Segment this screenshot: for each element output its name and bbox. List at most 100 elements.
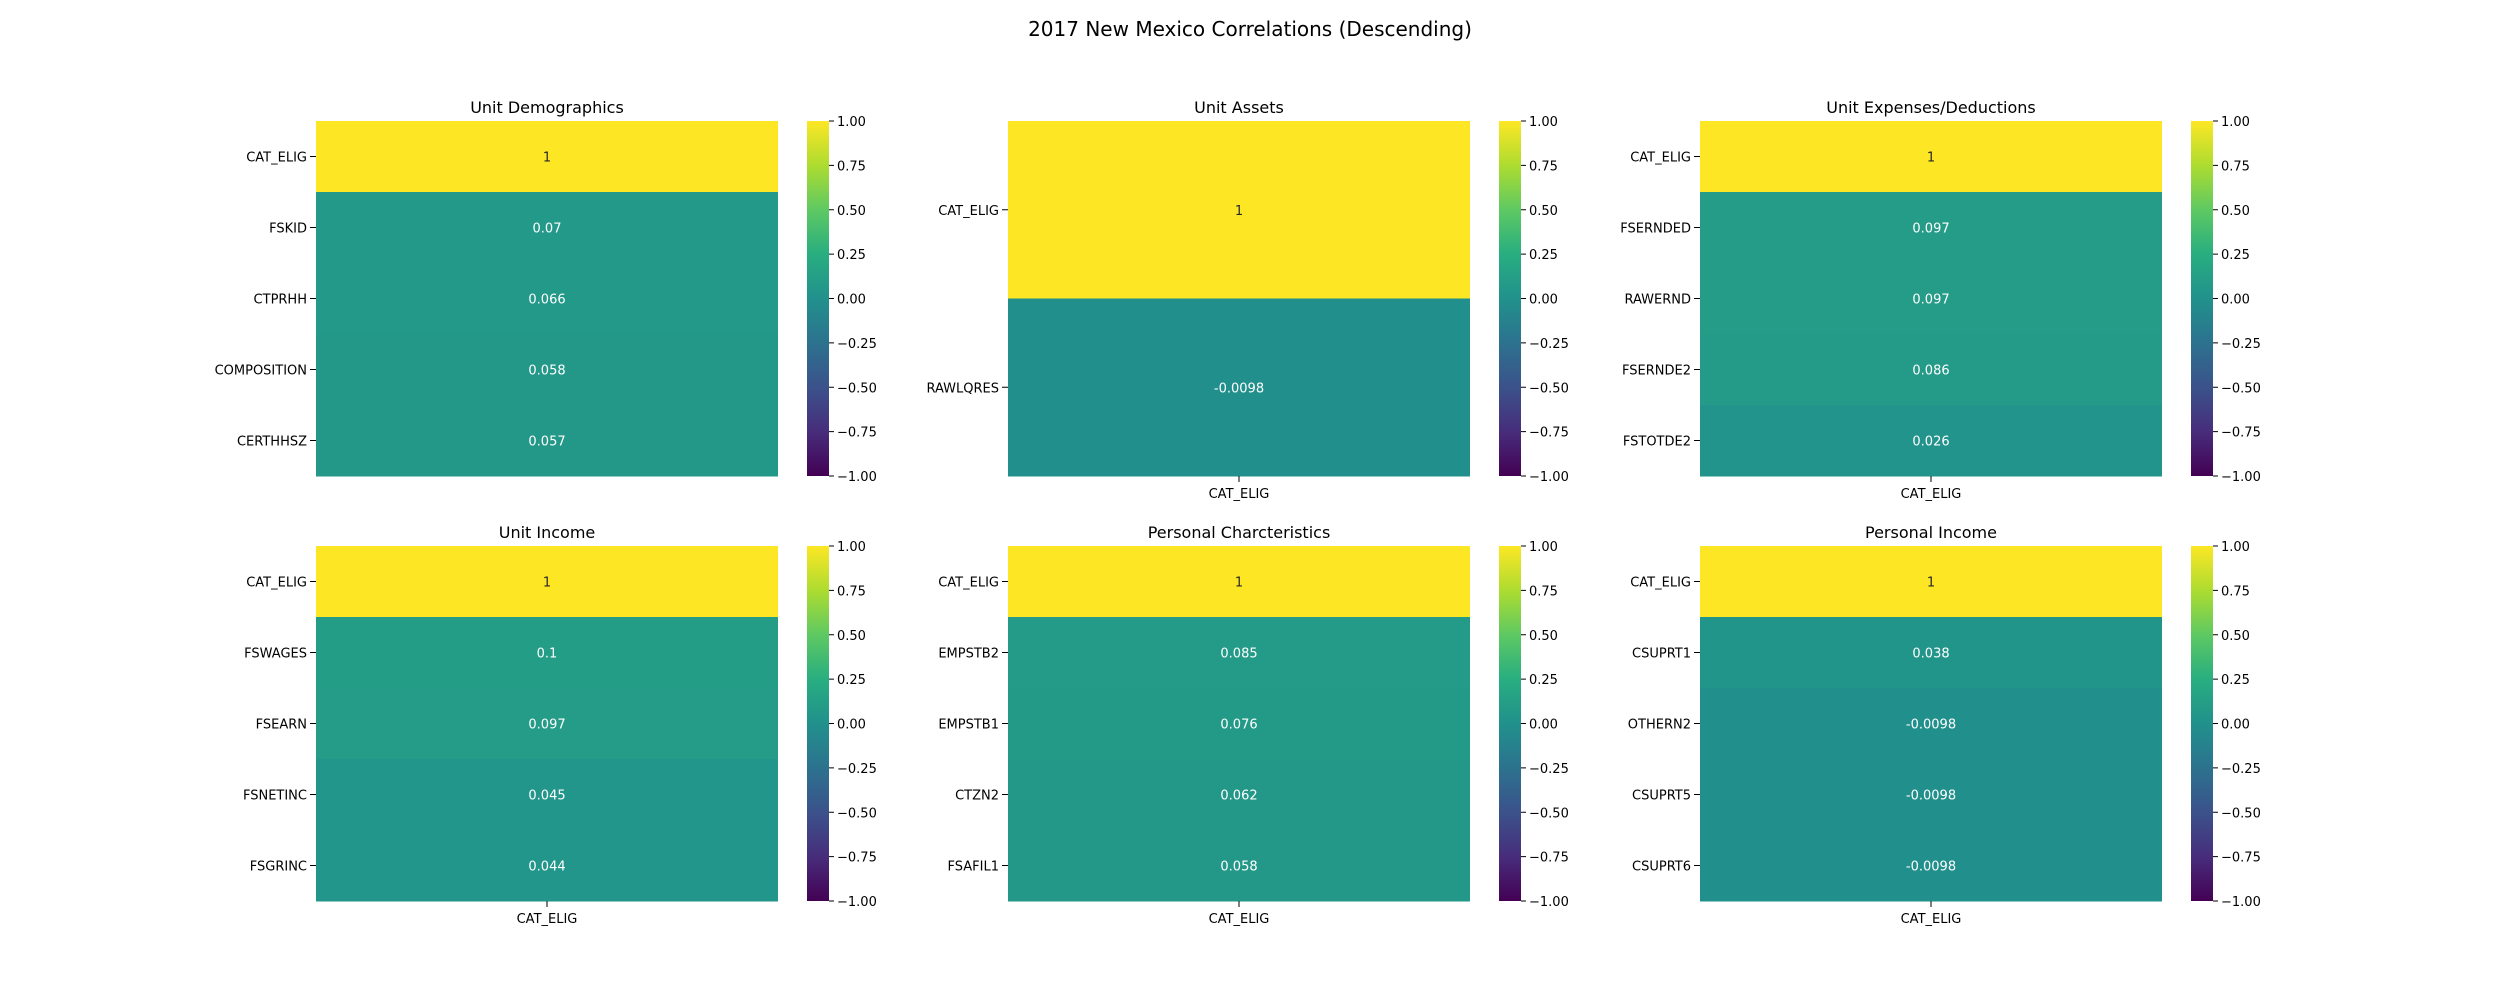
colorbar-tick-label: 0.00 [1529, 718, 1558, 733]
cell-value-label: 0.085 [1220, 647, 1257, 662]
row-tick-label: CSUPRT5 [1632, 789, 1691, 804]
colorbar-tick-label: −0.25 [837, 337, 877, 352]
heatmap-cell-fsnetinc [316, 759, 778, 831]
heatmap-cell-cat-elig [1700, 121, 2162, 193]
row-tick-label: CTPRHH [254, 293, 307, 308]
heatmap-cell-fsearn [316, 688, 778, 760]
heatmap-cell-othern2 [1700, 688, 2162, 760]
panel-unit-income: Unit Income 1 CAT_ELIG 0.1 FSWAGES 0.097 FSEAR… [243, 523, 877, 927]
row-tick-label: CAT_ELIG [1630, 576, 1691, 591]
heatmap-cell-certhhsz [316, 405, 778, 477]
colorbar-tick-label: 0.25 [837, 673, 866, 688]
cell-value-label: 0.062 [1220, 789, 1257, 804]
column-tick-label: CAT_ELIG [1209, 487, 1270, 502]
colorbar-tick-label: 0.00 [1529, 293, 1558, 308]
heatmap-cell-cat-elig [1008, 546, 1470, 618]
cell-value-label: 1 [1235, 204, 1243, 219]
row-tick-label: FSNETINC [243, 789, 307, 804]
cell-value-label: -0.0098 [1906, 789, 1956, 804]
colorbar-tick-label: 1.00 [2221, 115, 2250, 130]
row-tick-label: FSERNDE2 [1622, 364, 1691, 379]
column-tick-label: CAT_ELIG [1901, 487, 1962, 502]
row-tick-label: CAT_ELIG [246, 151, 307, 166]
row-tick-label: COMPOSITION [215, 364, 307, 379]
row-tick-label: FSTOTDE2 [1623, 435, 1691, 450]
heatmap-cell-rawlqres [1008, 298, 1470, 477]
colorbar-tick-label: 0.75 [2221, 584, 2250, 599]
colorbar-tick-label: −1.00 [837, 895, 877, 910]
colorbar [2191, 121, 2213, 476]
panel-title: Unit Expenses/Deductions [1826, 98, 2036, 117]
row-tick-label: CAT_ELIG [1630, 151, 1691, 166]
column-tick-label: CAT_ELIG [1209, 912, 1270, 927]
heatmap-cell-cat-elig [1700, 546, 2162, 618]
cell-value-label: -0.0098 [1214, 381, 1264, 396]
panel-title: Unit Income [499, 523, 596, 542]
colorbar [807, 546, 829, 901]
cell-value-label: 0.066 [528, 293, 565, 308]
cell-value-label: 1 [1235, 576, 1243, 591]
colorbar-tick-label: −0.25 [1529, 762, 1569, 777]
colorbar-tick-label: 0.75 [1529, 159, 1558, 174]
cell-value-label: 1 [1927, 151, 1935, 166]
cell-value-label: 0.097 [528, 718, 565, 733]
colorbar-tick-label: −0.50 [837, 381, 877, 396]
colorbar-tick-label: 0.75 [2221, 159, 2250, 174]
colorbar-tick-label: 0.50 [2221, 629, 2250, 644]
heatmap-cell-ctzn2 [1008, 759, 1470, 831]
colorbar-tick-label: 1.00 [1529, 540, 1558, 555]
colorbar-tick-label: 0.75 [1529, 584, 1558, 599]
colorbar-tick-label: −0.75 [2221, 851, 2261, 866]
panel-title: Personal Income [1865, 523, 1997, 542]
colorbar-tick-label: 0.25 [2221, 248, 2250, 263]
cell-value-label: 0.097 [1912, 293, 1949, 308]
row-tick-label: EMPSTB2 [938, 647, 999, 662]
colorbar-tick-label: −0.25 [2221, 762, 2261, 777]
cell-value-label: 0.086 [1912, 364, 1949, 379]
cell-value-label: 0.097 [1912, 222, 1949, 237]
heatmap-cell-fsgrinc [316, 830, 778, 902]
colorbar-tick-label: −1.00 [1529, 470, 1569, 485]
cell-value-label: 0.076 [1220, 718, 1257, 733]
colorbar-tick-label: 0.25 [2221, 673, 2250, 688]
row-tick-label: RAWLQRES [926, 381, 999, 396]
colorbar-tick-label: 0.50 [1529, 629, 1558, 644]
heatmap-cell-csuprt1 [1700, 617, 2162, 689]
colorbar-tick-label: 0.25 [837, 248, 866, 263]
colorbar-tick-label: 0.50 [837, 204, 866, 219]
colorbar-tick-label: −0.75 [2221, 426, 2261, 441]
row-tick-label: FSKID [269, 222, 307, 237]
row-tick-label: FSWAGES [244, 647, 307, 662]
colorbar [1499, 546, 1521, 901]
cell-value-label: 0.058 [528, 364, 565, 379]
row-tick-label: FSERNDED [1620, 222, 1691, 237]
colorbar-tick-label: −1.00 [1529, 895, 1569, 910]
colorbar-tick-label: −0.50 [2221, 381, 2261, 396]
colorbar [807, 121, 829, 476]
cell-value-label: 0.044 [528, 860, 565, 875]
cell-value-label: 0.045 [528, 789, 565, 804]
figure-title: 2017 New Mexico Correlations (Descending… [1028, 17, 1472, 41]
heatmap-cell-ctprhh [316, 263, 778, 335]
row-tick-label: EMPSTB1 [938, 718, 999, 733]
row-tick-label: CAT_ELIG [246, 576, 307, 591]
heatmap-cell-composition [316, 334, 778, 406]
heatmap-cell-fstotde2 [1700, 405, 2162, 477]
colorbar-tick-label: −1.00 [2221, 895, 2261, 910]
panel-title: Unit Demographics [470, 98, 624, 117]
heatmap-cell-fsafil1 [1008, 830, 1470, 902]
colorbar-tick-label: −0.50 [837, 806, 877, 821]
colorbar-tick-label: 0.75 [837, 584, 866, 599]
colorbar-tick-label: 0.50 [837, 629, 866, 644]
heatmap-cell-rawernd [1700, 263, 2162, 335]
panel-unit-demographics: Unit Demographics 1 CAT_ELIG 0.07 FSKID 0.066… [215, 98, 877, 485]
heatmap-cell-empstb1 [1008, 688, 1470, 760]
cell-value-label: 0.038 [1912, 647, 1949, 662]
colorbar-tick-label: 0.00 [837, 718, 866, 733]
row-tick-label: FSAFIL1 [948, 860, 999, 875]
panel-personal-charcteristics: Personal Charcteristics 1 CAT_ELIG 0.085 EMP… [938, 523, 1569, 927]
colorbar-tick-label: −0.25 [2221, 337, 2261, 352]
heatmap-cell-fsernde2 [1700, 334, 2162, 406]
panel-unit-expenses-deductions: Unit Expenses/Deductions 1 CAT_ELIG 0.097 FS… [1620, 98, 2261, 502]
